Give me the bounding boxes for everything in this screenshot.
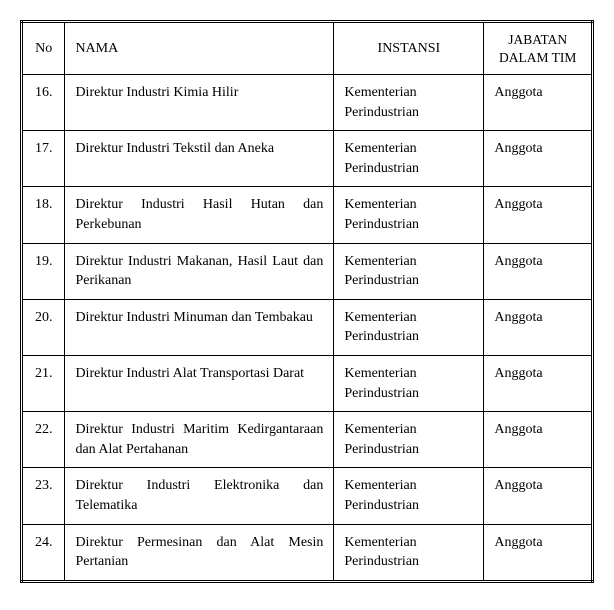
table-row: 19. Direktur Industri Makanan, Hasil Lau… bbox=[22, 243, 593, 299]
table-head: No NAMA INSTANSI JABATAN DALAM TIM bbox=[22, 22, 593, 75]
cell-jabatan: Anggota bbox=[484, 356, 593, 412]
cell-instansi: Kementerian Perindustrian bbox=[334, 75, 484, 131]
cell-no: 23. bbox=[22, 468, 65, 524]
cell-no: 18. bbox=[22, 187, 65, 243]
table-row: 17. Direktur Industri Tekstil dan Aneka … bbox=[22, 131, 593, 187]
header-jabatan: JABATAN DALAM TIM bbox=[484, 22, 593, 75]
cell-no: 19. bbox=[22, 243, 65, 299]
table-row: 24. Direktur Permesinan dan Alat Mesin P… bbox=[22, 524, 593, 581]
table-row: 20. Direktur Industri Minuman dan Tembak… bbox=[22, 299, 593, 355]
cell-jabatan: Anggota bbox=[484, 243, 593, 299]
cell-jabatan: Anggota bbox=[484, 412, 593, 468]
cell-nama: Direktur Industri Hasil Hutan dan Perkeb… bbox=[65, 187, 334, 243]
cell-instansi: Kementerian Perindustrian bbox=[334, 412, 484, 468]
table-row: 21. Direktur Industri Alat Transportasi … bbox=[22, 356, 593, 412]
cell-nama: Direktur Permesinan dan Alat Mesin Perta… bbox=[65, 524, 334, 581]
cell-nama: Direktur Industri Elektronika dan Telema… bbox=[65, 468, 334, 524]
table-row: 23. Direktur Industri Elektronika dan Te… bbox=[22, 468, 593, 524]
cell-no: 16. bbox=[22, 75, 65, 131]
table-body: 16. Direktur Industri Kimia Hilir Kement… bbox=[22, 75, 593, 582]
cell-jabatan: Anggota bbox=[484, 131, 593, 187]
data-table: No NAMA INSTANSI JABATAN DALAM TIM 16. D… bbox=[20, 20, 594, 583]
cell-instansi: Kementerian Perindustrian bbox=[334, 356, 484, 412]
cell-jabatan: Anggota bbox=[484, 75, 593, 131]
cell-nama: Direktur Industri Kimia Hilir bbox=[65, 75, 334, 131]
cell-instansi: Kementerian Perindustrian bbox=[334, 243, 484, 299]
cell-no: 22. bbox=[22, 412, 65, 468]
header-instansi: INSTANSI bbox=[334, 22, 484, 75]
table-row: 16. Direktur Industri Kimia Hilir Kement… bbox=[22, 75, 593, 131]
cell-jabatan: Anggota bbox=[484, 468, 593, 524]
cell-nama: Direktur Industri Maritim Kedirgantaraan… bbox=[65, 412, 334, 468]
table-row: 18. Direktur Industri Hasil Hutan dan Pe… bbox=[22, 187, 593, 243]
cell-instansi: Kementerian Perindustrian bbox=[334, 468, 484, 524]
header-nama: NAMA bbox=[65, 22, 334, 75]
cell-jabatan: Anggota bbox=[484, 524, 593, 581]
cell-nama: Direktur Industri Minuman dan Tembakau bbox=[65, 299, 334, 355]
cell-instansi: Kementerian Perindustrian bbox=[334, 524, 484, 581]
cell-no: 17. bbox=[22, 131, 65, 187]
cell-jabatan: Anggota bbox=[484, 187, 593, 243]
header-row: No NAMA INSTANSI JABATAN DALAM TIM bbox=[22, 22, 593, 75]
cell-instansi: Kementerian Perindustrian bbox=[334, 187, 484, 243]
table-row: 22. Direktur Industri Maritim Kedirganta… bbox=[22, 412, 593, 468]
cell-no: 21. bbox=[22, 356, 65, 412]
cell-nama: Direktur Industri Alat Transportasi Dara… bbox=[65, 356, 334, 412]
cell-instansi: Kementerian Perindustrian bbox=[334, 299, 484, 355]
table-container: No NAMA INSTANSI JABATAN DALAM TIM 16. D… bbox=[20, 20, 594, 583]
cell-instansi: Kementerian Perindustrian bbox=[334, 131, 484, 187]
header-no: No bbox=[22, 22, 65, 75]
cell-no: 24. bbox=[22, 524, 65, 581]
cell-no: 20. bbox=[22, 299, 65, 355]
cell-nama: Direktur Industri Makanan, Hasil Laut da… bbox=[65, 243, 334, 299]
cell-jabatan: Anggota bbox=[484, 299, 593, 355]
cell-nama: Direktur Industri Tekstil dan Aneka bbox=[65, 131, 334, 187]
